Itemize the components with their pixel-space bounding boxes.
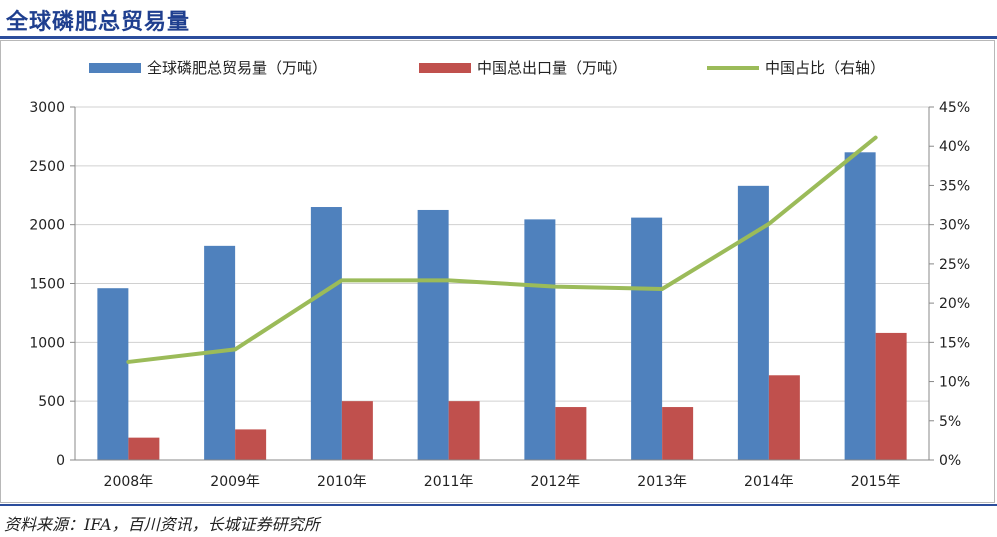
legend-label-share: 中国占比（右轴） bbox=[765, 59, 885, 77]
left-tick-label: 500 bbox=[38, 394, 65, 410]
bar-china-export bbox=[128, 437, 160, 460]
x-tick-label: 2010年 bbox=[317, 474, 367, 490]
right-tick-label: 15% bbox=[939, 335, 970, 351]
right-tick-label: 45% bbox=[939, 100, 970, 116]
legend-swatch-china bbox=[419, 63, 471, 73]
bar-global-trade bbox=[310, 207, 342, 460]
bar-china-export bbox=[768, 375, 800, 460]
left-tick-label: 1000 bbox=[29, 335, 65, 351]
page-title: 全球磷肥总贸易量 bbox=[6, 9, 191, 35]
bar-china-export bbox=[662, 407, 694, 460]
left-tick-label: 1500 bbox=[29, 277, 65, 293]
axes: 0 500 1000 1500 2000 2500 3000 0% 5% 10% 15% 20% 25%… bbox=[29, 100, 970, 490]
right-tick-label: 5% bbox=[939, 414, 961, 430]
legend: 全球磷肥总贸易量（万吨） 中国总出口量（万吨） 中国占比（右轴） bbox=[89, 59, 885, 77]
right-tick-label: 0% bbox=[939, 453, 961, 469]
bar-china-export bbox=[448, 401, 480, 460]
x-tick-label: 2013年 bbox=[637, 474, 687, 490]
left-tick-label: 0 bbox=[56, 453, 65, 469]
x-tick-label: 2015年 bbox=[851, 474, 901, 490]
source-note: 资料来源：IFA，百川资讯，长城证券研究所 bbox=[4, 515, 320, 534]
left-tick-label: 2000 bbox=[29, 218, 65, 234]
bar-global-trade bbox=[417, 209, 449, 460]
bar-china-export bbox=[341, 401, 373, 460]
left-tick-label: 2500 bbox=[29, 159, 65, 175]
share-line bbox=[126, 135, 878, 364]
legend-label-china: 中国总出口量（万吨） bbox=[477, 59, 627, 77]
legend-label-global: 全球磷肥总贸易量（万吨） bbox=[147, 59, 327, 77]
bar-global-trade bbox=[524, 219, 556, 460]
bars bbox=[97, 152, 907, 460]
bar-china-export bbox=[555, 407, 587, 460]
combo-chart: 全球磷肥总贸易量（万吨） 中国总出口量（万吨） 中国占比（右轴） 0 500 100… bbox=[29, 59, 970, 490]
bar-china-export bbox=[875, 332, 907, 460]
chart-frame: 全球磷肥总贸易量（万吨） 中国总出口量（万吨） 中国占比（右轴） 0 500 100… bbox=[0, 40, 995, 503]
line-china-share bbox=[126, 135, 878, 364]
bar-china-export bbox=[235, 429, 267, 460]
x-tick-label: 2008年 bbox=[104, 474, 154, 490]
header-divider bbox=[0, 36, 997, 39]
x-tick-label: 2012年 bbox=[531, 474, 581, 490]
bar-global-trade bbox=[97, 288, 129, 460]
right-tick-label: 30% bbox=[939, 218, 970, 234]
x-tick-label: 2011年 bbox=[424, 474, 474, 490]
right-tick-label: 20% bbox=[939, 296, 970, 312]
bar-global-trade bbox=[844, 152, 876, 460]
bar-global-trade bbox=[631, 217, 663, 460]
right-tick-label: 35% bbox=[939, 178, 970, 194]
left-tick-label: 3000 bbox=[29, 100, 65, 116]
legend-swatch-global bbox=[89, 63, 141, 73]
footer-divider bbox=[0, 504, 997, 506]
header: 全球磷肥总贸易量 bbox=[0, 0, 997, 40]
x-tick-label: 2014年 bbox=[744, 474, 794, 490]
right-tick-label: 25% bbox=[939, 257, 970, 273]
x-tick-label: 2009年 bbox=[210, 474, 260, 490]
right-tick-label: 40% bbox=[939, 139, 970, 155]
right-tick-label: 10% bbox=[939, 375, 970, 391]
